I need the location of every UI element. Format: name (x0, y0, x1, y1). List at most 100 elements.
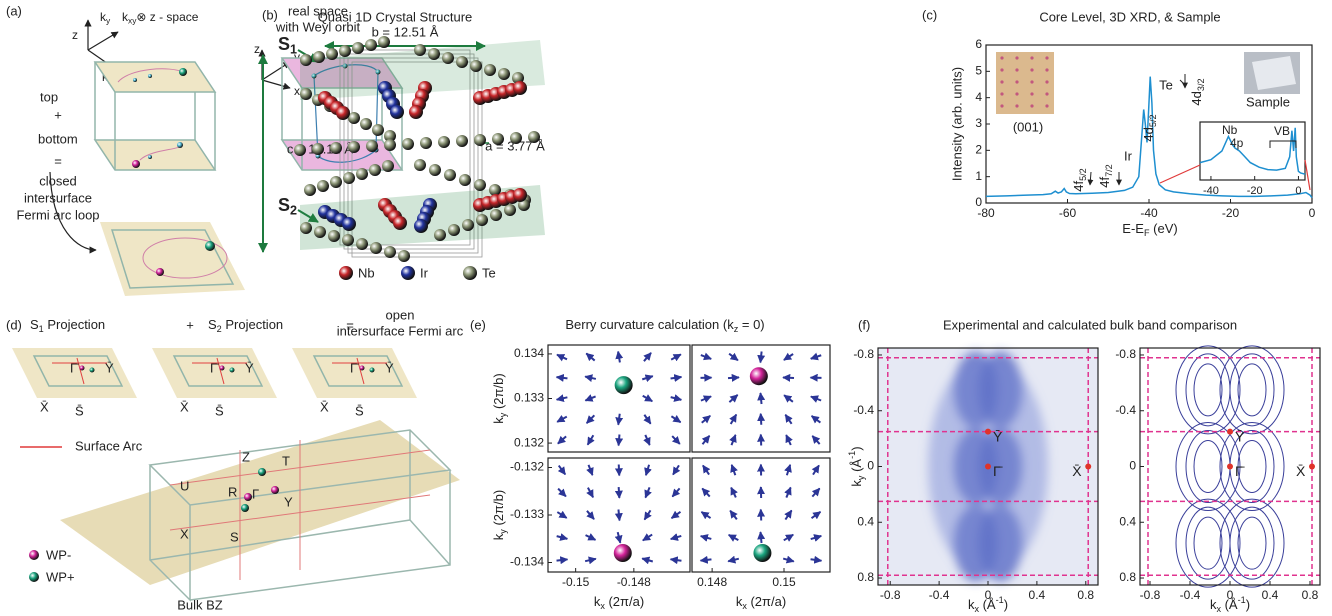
atom (456, 135, 468, 147)
x-tick-label: 0.8 (1077, 588, 1094, 602)
x-tick-label: 0 (1295, 185, 1301, 197)
xrd-spot (1045, 92, 1048, 95)
atom (428, 48, 440, 60)
vector-arrow (558, 436, 566, 443)
connector (1160, 165, 1200, 183)
label: S̄ (215, 403, 224, 418)
label: S1 (278, 34, 297, 57)
text-part: y (106, 16, 111, 26)
xrd-spot (1030, 68, 1033, 71)
y-tick-label: 5 (975, 64, 982, 78)
x-tick-label: 0.148 (697, 575, 727, 589)
x-tick-label: -20 (1247, 185, 1263, 197)
text-part: ) (1004, 597, 1008, 612)
label: Ir (1124, 148, 1133, 163)
xrd-spot (1000, 56, 1003, 59)
label: Bulk BZ (177, 597, 223, 612)
x-axis-label: kx (2π/a) (736, 594, 786, 611)
y-tick-label: 3 (975, 116, 982, 130)
vector-arrow (557, 417, 567, 422)
label: S2 (278, 195, 297, 218)
label: intersurface Fermi arc (337, 323, 464, 338)
label: S̄ (355, 403, 364, 418)
atom (510, 132, 522, 144)
vector-arrow (812, 416, 821, 423)
x-tick-label: -0.148 (617, 575, 651, 589)
xrd-spot (1000, 80, 1003, 83)
figure: (a)(b)(c)(d)(e)(f)kykxy⊗ z - spacezkxtop… (0, 0, 1332, 616)
vector-arrow (673, 465, 679, 474)
label: X̄ (40, 399, 49, 414)
atom (220, 366, 225, 371)
vector-arrow (557, 377, 568, 378)
vector-arrow (787, 465, 790, 475)
vector-arrow (812, 488, 819, 496)
vector-arrow (784, 535, 793, 541)
xrd-spot (1030, 56, 1033, 59)
label: X̄ (320, 399, 329, 414)
legend-label: Nb (358, 265, 375, 280)
legend-label: Te (482, 265, 496, 280)
vector-arrow (728, 559, 739, 562)
atom (328, 230, 340, 242)
atom (90, 368, 95, 373)
atom (300, 88, 312, 100)
text-part: ⊗ z - space (136, 10, 198, 24)
atom (474, 134, 486, 146)
label: S2 Projection (208, 317, 283, 334)
xrd-spot (1045, 80, 1048, 83)
x-tick-label: 0 (1309, 206, 1316, 220)
vector-arrow (729, 535, 739, 540)
label: z (254, 42, 260, 56)
vector-arrow (585, 559, 596, 561)
y-tick-label: -0.8 (1115, 347, 1136, 361)
contour (1194, 441, 1222, 493)
vector-arrow (730, 511, 737, 520)
vector-arrow (585, 377, 596, 379)
label: Sample (1246, 94, 1290, 109)
y-tick-label: 0.132 (514, 435, 544, 449)
atom (360, 366, 365, 371)
label: + (54, 107, 62, 122)
vector-arrow (702, 416, 711, 423)
atom (402, 138, 414, 150)
atom (444, 169, 456, 181)
vector-arrow (671, 397, 682, 400)
weyl-point (615, 376, 633, 394)
plane (95, 62, 215, 92)
atom (420, 137, 432, 149)
contour (1186, 507, 1230, 579)
vector-arrow (557, 512, 566, 518)
text-part: Projection (44, 317, 105, 332)
label: S1 Projection (30, 317, 105, 334)
legend-label: WP- (46, 547, 71, 562)
y-tick-label: 6 (975, 37, 982, 51)
y-tick-label: 0.8 (1119, 570, 1136, 584)
label: top (40, 89, 58, 104)
atom (384, 246, 396, 258)
x-tick-label: -0.15 (562, 575, 590, 589)
vector-arrow (588, 488, 593, 498)
label: = (54, 153, 62, 168)
atom (462, 219, 474, 231)
x-tick-label: -0.4 (1180, 588, 1201, 602)
y-tick-label: 0 (867, 459, 874, 473)
label: x (294, 84, 300, 98)
atom (179, 68, 187, 76)
atom (456, 56, 468, 68)
vector-arrow (643, 396, 653, 401)
text-part: ) (849, 446, 864, 450)
atom (294, 144, 306, 156)
atom (312, 143, 324, 155)
y-axis-label: ky (2π/b) (491, 373, 508, 423)
vector-arrow (701, 355, 711, 359)
vector-arrow (784, 395, 793, 402)
xrd-spot (1045, 68, 1048, 71)
text-part: S (208, 317, 217, 332)
label: Y (284, 494, 293, 509)
y-tick-label: 0 (1129, 459, 1136, 473)
legend-label: WP+ (46, 569, 75, 584)
atom (448, 224, 460, 236)
xrd-spot (1000, 92, 1003, 95)
y-tick-label: 0.4 (857, 514, 874, 528)
